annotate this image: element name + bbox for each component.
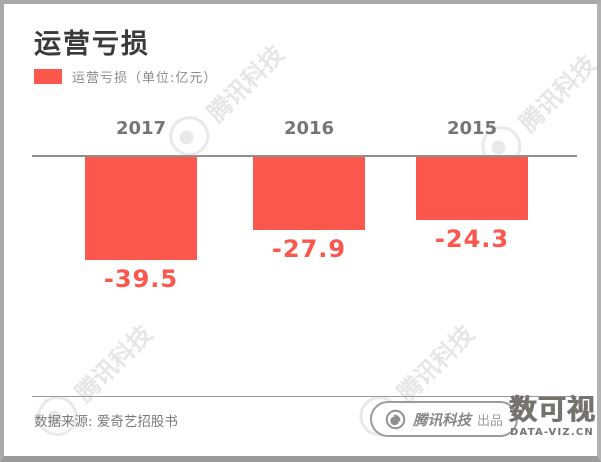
watermark-text: 腾讯科技 xyxy=(391,319,480,408)
badge-brand-label: 腾讯科技 xyxy=(413,412,471,429)
dataviz-logo-glyphs: 数可视 xyxy=(508,393,596,426)
year-label: 2017 xyxy=(115,118,167,139)
chart-column: 2016 -27.9 xyxy=(253,116,365,263)
year-label: 2016 xyxy=(283,118,335,139)
zero-axis-line xyxy=(32,155,577,157)
year-label: 2015 xyxy=(446,118,498,139)
data-source-note: 数据来源: 爱奇艺招股书 xyxy=(34,414,178,430)
legend-swatch xyxy=(34,69,62,84)
loss-bar xyxy=(253,157,365,230)
loss-bar xyxy=(416,157,528,220)
dataviz-logo-url: DATA-VIZ.CN xyxy=(510,427,594,438)
value-label: -24.3 xyxy=(434,225,510,253)
loss-bar xyxy=(85,157,197,260)
footer-divider xyxy=(32,396,577,397)
watermark-text: 腾讯科技 xyxy=(69,319,158,408)
value-label: -27.9 xyxy=(271,235,347,263)
legend-label: 运营亏损（单位:亿元） xyxy=(72,71,218,86)
chart-column: 2017 -39.5 xyxy=(85,116,197,293)
page-title: 运营亏损 xyxy=(34,29,150,60)
badge-suffix-label: 出品 xyxy=(477,413,504,429)
legend: 运营亏损（单位:亿元） xyxy=(34,67,217,86)
value-label: -39.5 xyxy=(103,265,179,293)
producer-badge: 腾讯科技 出品 xyxy=(370,401,519,437)
dataviz-logo: 数可视 DATA-VIZ.CN xyxy=(504,393,597,439)
chart-column: 2015 -24.3 xyxy=(416,116,528,253)
tencent-tech-logo-icon xyxy=(385,409,406,429)
